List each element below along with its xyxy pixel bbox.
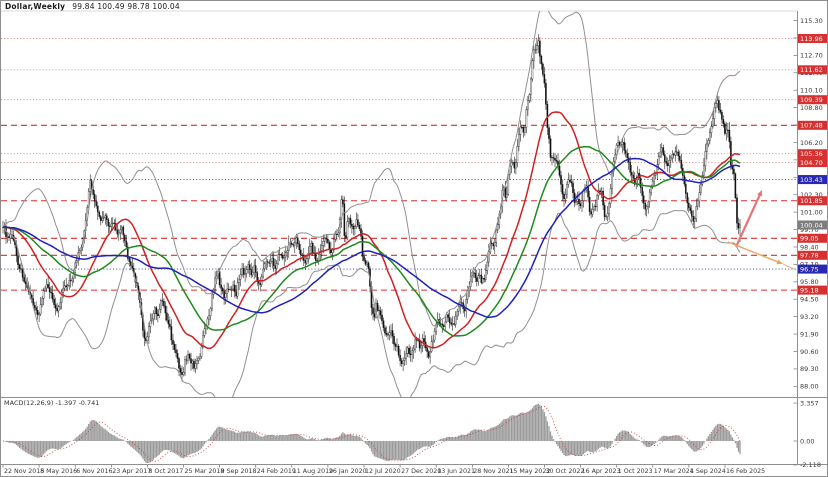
svg-text:97.78: 97.78 [800, 252, 819, 260]
svg-text:99.70: 99.70 [800, 226, 819, 234]
level-badge-96.75 [798, 264, 827, 274]
current-price-badge: 100.04 [798, 220, 827, 230]
bearish-projection-arrow-extension [782, 263, 797, 271]
svg-text:27 Dec 2020: 27 Dec 2020 [401, 468, 441, 475]
svg-text:113.96: 113.96 [800, 35, 823, 43]
svg-text:101.85: 101.85 [800, 197, 823, 205]
level-badge-111.62 [798, 65, 827, 75]
symbol-timeframe-label: Dollar,Weekly [5, 2, 66, 11]
bullish-projection-arrow-head [757, 190, 762, 197]
svg-text:89.30: 89.30 [800, 365, 819, 373]
svg-text:104.70: 104.70 [800, 159, 823, 167]
level-badge-105.36 [798, 149, 827, 159]
level-badge-104.70 [798, 158, 827, 168]
svg-text:91.90: 91.90 [800, 330, 819, 338]
bollinger-lower-band [2, 210, 741, 397]
macd-scale[interactable]: 3.357 0.00 -2.118 [793, 399, 821, 469]
svg-text:95.80: 95.80 [800, 278, 819, 286]
svg-text:12 Jul 2020: 12 Jul 2020 [365, 468, 401, 475]
svg-text:24 Feb 2019: 24 Feb 2019 [257, 468, 296, 475]
svg-text:17 Mar 2024: 17 Mar 2024 [654, 468, 694, 475]
svg-text:30 Oct 2022: 30 Oct 2022 [546, 468, 585, 475]
macd-indicator-label: MACD(12,26,9) -1.397 -0.741 [4, 399, 100, 407]
svg-text:11 Aug 2019: 11 Aug 2019 [293, 468, 333, 475]
macd-histogram [3, 403, 741, 463]
svg-text:23 Apr 2017: 23 Apr 2017 [112, 468, 151, 475]
svg-text:96.75: 96.75 [800, 265, 819, 273]
svg-text:8 Oct 2017: 8 Oct 2017 [148, 468, 183, 475]
svg-text:103.43: 103.43 [800, 176, 823, 184]
svg-text:94.50: 94.50 [800, 296, 819, 304]
svg-text:100.04: 100.04 [800, 221, 823, 229]
svg-text:112.70: 112.70 [800, 52, 823, 60]
svg-text:6 Nov 2016: 6 Nov 2016 [76, 468, 112, 475]
level-badge-99.05 [798, 233, 827, 243]
support-resistance-levels[interactable] [1, 38, 797, 291]
svg-text:108.80: 108.80 [800, 104, 823, 112]
svg-text:-2.118: -2.118 [800, 461, 821, 469]
svg-text:3.357: 3.357 [800, 399, 819, 407]
svg-text:98.40: 98.40 [800, 243, 819, 251]
bearish-projection-arrow[interactable] [727, 241, 780, 264]
svg-text:8 May 2016: 8 May 2016 [40, 468, 77, 475]
level-badge-109.39 [798, 95, 827, 105]
svg-text:93.20: 93.20 [800, 313, 819, 321]
macd-signal-line [3, 405, 741, 462]
bollinger-upper-band [2, 11, 741, 327]
svg-text:106.20: 106.20 [800, 139, 823, 147]
level-badge-103.43 [798, 175, 827, 185]
svg-text:13 Jun 2021: 13 Jun 2021 [437, 468, 475, 475]
bullish-projection-arrow[interactable] [734, 193, 762, 248]
candlestick-series [2, 34, 741, 382]
ohlc-readout: 99.84 100.49 98.78 100.04 [72, 2, 180, 11]
svg-text:109.39: 109.39 [800, 96, 823, 104]
svg-text:110.10: 110.10 [800, 86, 823, 94]
level-badge-101.85 [798, 196, 827, 206]
bearish-projection-arrow-head [776, 259, 783, 265]
svg-text:90.60: 90.60 [800, 348, 819, 356]
svg-text:101.00: 101.00 [800, 208, 823, 216]
level-badge-95.18 [798, 285, 827, 295]
bollinger-bands [2, 11, 741, 397]
svg-text:107.48: 107.48 [800, 122, 823, 130]
svg-text:15 May 2022: 15 May 2022 [509, 468, 550, 475]
moving-average-mid [2, 145, 741, 337]
svg-text:105.36: 105.36 [800, 150, 823, 158]
chart-title: Dollar,Weekly 99.84 100.49 98.78 100.04 [5, 2, 180, 11]
svg-text:1 Oct 2023: 1 Oct 2023 [618, 468, 653, 475]
moving-average-slow [2, 157, 741, 319]
svg-text:111.62: 111.62 [800, 66, 823, 74]
level-badge-97.78 [798, 250, 827, 260]
moving-average-fast [2, 111, 741, 350]
svg-text:99.05: 99.05 [800, 235, 819, 243]
level-badge-113.96 [798, 33, 827, 43]
svg-text:115.30: 115.30 [800, 17, 823, 25]
svg-text:88.00: 88.00 [800, 383, 819, 391]
level-badge-107.48 [798, 120, 827, 130]
chart-frame [1, 10, 827, 465]
svg-text:1 Sep 2024: 1 Sep 2024 [690, 468, 726, 475]
svg-text:102.30: 102.30 [800, 191, 823, 199]
svg-text:0.00: 0.00 [800, 437, 814, 445]
svg-text:25 Mar 2018: 25 Mar 2018 [185, 468, 225, 475]
svg-text:22 Nov 2015: 22 Nov 2015 [4, 468, 44, 475]
svg-text:95.18: 95.18 [800, 287, 819, 295]
svg-text:26 Jan 2020: 26 Jan 2020 [329, 468, 367, 475]
svg-text:16 Feb 2025: 16 Feb 2025 [726, 468, 765, 475]
trend-projection-arrows[interactable] [727, 190, 797, 271]
svg-text:16 Apr 2023: 16 Apr 2023 [582, 468, 621, 475]
svg-text:28 Nov 2021: 28 Nov 2021 [473, 468, 513, 475]
svg-text:9 Sep 2018: 9 Sep 2018 [221, 468, 257, 475]
